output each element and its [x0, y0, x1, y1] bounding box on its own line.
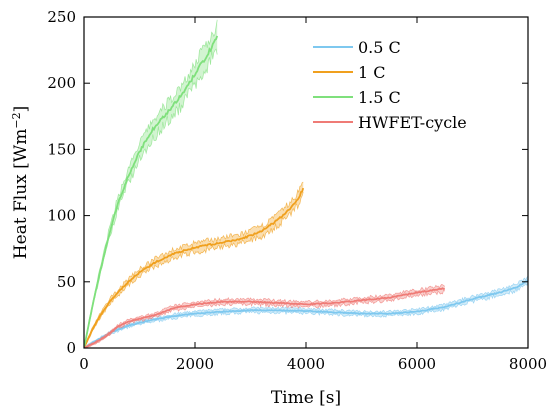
series-1-line — [84, 279, 528, 348]
x-tick-label: 2000 — [176, 355, 214, 373]
x-tick-label: 8000 — [509, 355, 547, 373]
series-4-upper-edge — [84, 284, 445, 348]
series-2-upper-edge — [84, 181, 304, 348]
legend-label-1: 0.5 C — [358, 38, 401, 57]
y-axis-label-close: ] — [11, 106, 31, 113]
series-3-upper-edge — [84, 19, 218, 348]
y-tick-label: 0 — [66, 339, 76, 357]
legend-label-3: 1.5 C — [358, 88, 401, 107]
legend-label-4: HWFET-cycle — [358, 113, 467, 132]
y-axis-label-exponent: −2 — [10, 112, 23, 128]
y-tick-label: 150 — [47, 140, 76, 158]
y-axis-label-main: Heat Flux [Wm — [11, 129, 31, 260]
series-2-lower-edge — [84, 192, 304, 348]
series-1 — [84, 275, 528, 348]
series-4 — [84, 284, 445, 348]
x-axis: 0 2000 4000 6000 8000 — [79, 17, 547, 373]
y-tick-label: 200 — [47, 74, 76, 92]
series-4-lower-edge — [84, 289, 445, 348]
series-layer — [84, 19, 528, 348]
plot-frame — [83, 16, 529, 349]
x-tick-label: 6000 — [398, 355, 436, 373]
series-3-line — [84, 35, 219, 348]
y-axis: 0 50 100 150 200 250 — [47, 8, 528, 357]
x-tick-label: 0 — [79, 355, 89, 373]
series-4-line — [84, 287, 445, 348]
x-tick-label: 4000 — [287, 355, 325, 373]
y-tick-label: 100 — [47, 207, 76, 225]
legend: 0.5 C 1 C 1.5 C HWFET-cycle — [313, 38, 467, 132]
series-2-line — [84, 187, 305, 348]
legend-label-2: 1 C — [358, 63, 386, 82]
series-2 — [84, 181, 305, 348]
series-3 — [84, 19, 219, 348]
series-3-band — [84, 19, 218, 348]
y-tick-label: 250 — [47, 8, 76, 26]
series-1-lower-edge — [84, 281, 528, 348]
x-axis-label: Time [s] — [271, 388, 341, 408]
y-tick-label: 50 — [57, 273, 76, 291]
y-axis-label: Heat Flux [Wm−2] — [10, 106, 32, 260]
